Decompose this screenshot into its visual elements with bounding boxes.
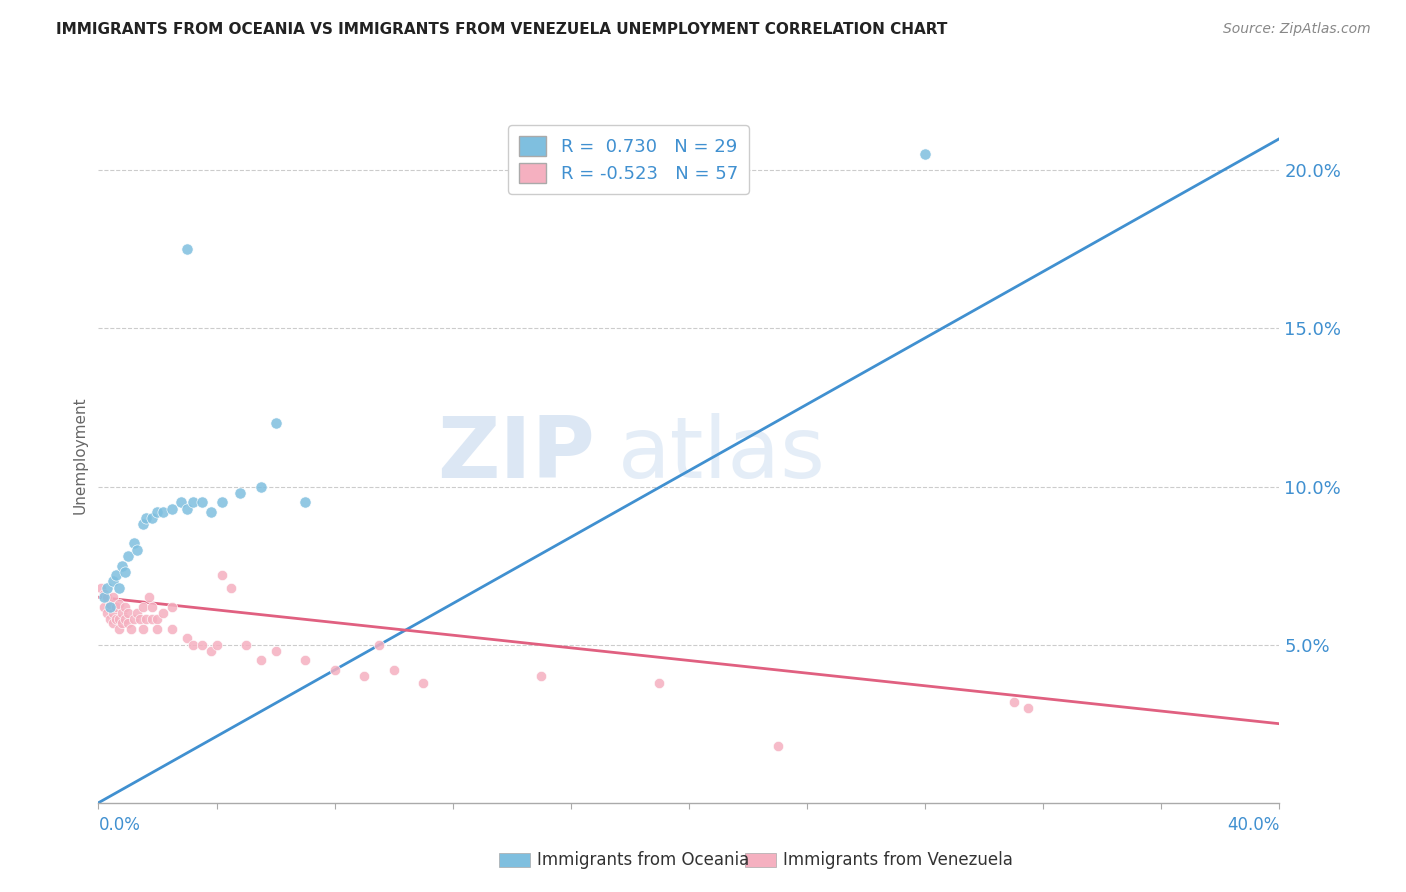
Point — [914, 147, 936, 161]
Point — [181, 638, 204, 652]
Point — [135, 612, 157, 626]
Point — [105, 599, 128, 614]
Point — [323, 663, 346, 677]
Point — [170, 495, 193, 509]
Point — [211, 495, 233, 509]
Point — [111, 615, 134, 630]
Point — [132, 517, 155, 532]
Point — [191, 638, 214, 652]
Text: IMMIGRANTS FROM OCEANIA VS IMMIGRANTS FROM VENEZUELA UNEMPLOYMENT CORRELATION CH: IMMIGRANTS FROM OCEANIA VS IMMIGRANTS FR… — [56, 22, 948, 37]
Point — [105, 568, 128, 582]
Point — [90, 581, 112, 595]
Point — [152, 606, 174, 620]
Text: Source: ZipAtlas.com: Source: ZipAtlas.com — [1223, 22, 1371, 37]
Point — [98, 612, 121, 626]
Point — [353, 669, 375, 683]
Point — [122, 612, 145, 626]
Point — [111, 606, 134, 620]
Point — [120, 622, 142, 636]
Point — [98, 597, 121, 611]
Point — [141, 599, 163, 614]
Point — [96, 581, 118, 595]
Point — [117, 549, 139, 563]
Point — [132, 599, 155, 614]
Point — [162, 622, 183, 636]
Point — [264, 417, 287, 431]
Point — [1002, 695, 1025, 709]
Point — [176, 243, 198, 257]
Point — [176, 632, 198, 646]
Point — [114, 599, 136, 614]
Point — [229, 486, 252, 500]
Point — [250, 479, 273, 493]
Point — [146, 622, 169, 636]
Point — [138, 591, 160, 605]
Point — [111, 558, 134, 573]
Point — [117, 606, 139, 620]
Point — [235, 638, 257, 652]
Point — [125, 606, 148, 620]
Point — [382, 663, 405, 677]
Point — [250, 653, 273, 667]
Point — [114, 565, 136, 579]
Point — [135, 511, 157, 525]
Point — [162, 501, 183, 516]
Point — [530, 669, 553, 683]
Point — [103, 606, 125, 620]
Point — [264, 644, 287, 658]
Point — [108, 612, 131, 626]
Text: Immigrants from Venezuela: Immigrants from Venezuela — [783, 851, 1012, 869]
Point — [103, 591, 125, 605]
Point — [412, 675, 434, 690]
Point — [766, 739, 789, 753]
Point — [176, 501, 198, 516]
Point — [93, 599, 115, 614]
Text: ZIP: ZIP — [437, 413, 595, 497]
Point — [108, 622, 131, 636]
Point — [125, 542, 148, 557]
Point — [96, 591, 118, 605]
Point — [200, 505, 222, 519]
Text: 0.0%: 0.0% — [98, 816, 141, 834]
Point — [152, 505, 174, 519]
Point — [108, 597, 131, 611]
Point — [368, 638, 391, 652]
Point — [122, 536, 145, 550]
Point — [105, 612, 128, 626]
Point — [114, 612, 136, 626]
Point — [211, 568, 233, 582]
Point — [108, 581, 131, 595]
Point — [181, 495, 204, 509]
Point — [191, 495, 214, 509]
Point — [200, 644, 222, 658]
Point — [1017, 701, 1039, 715]
Text: 40.0%: 40.0% — [1227, 816, 1279, 834]
Point — [162, 599, 183, 614]
Point — [294, 653, 316, 667]
Point — [103, 615, 125, 630]
Point — [146, 505, 169, 519]
Text: atlas: atlas — [619, 413, 827, 497]
Point — [294, 495, 316, 509]
Point — [93, 587, 115, 601]
Point — [648, 675, 671, 690]
Point — [93, 591, 115, 605]
Point — [103, 574, 125, 589]
Point — [141, 612, 163, 626]
Point — [96, 606, 118, 620]
Text: Immigrants from Oceania: Immigrants from Oceania — [537, 851, 749, 869]
Point — [128, 612, 150, 626]
Point — [98, 599, 121, 614]
Y-axis label: Unemployment: Unemployment — [72, 396, 87, 514]
Point — [141, 511, 163, 525]
Legend: R =  0.730   N = 29, R = -0.523   N = 57: R = 0.730 N = 29, R = -0.523 N = 57 — [508, 125, 748, 194]
Point — [205, 638, 228, 652]
Point — [132, 622, 155, 636]
Point — [146, 612, 169, 626]
Point — [117, 615, 139, 630]
Point — [219, 581, 242, 595]
